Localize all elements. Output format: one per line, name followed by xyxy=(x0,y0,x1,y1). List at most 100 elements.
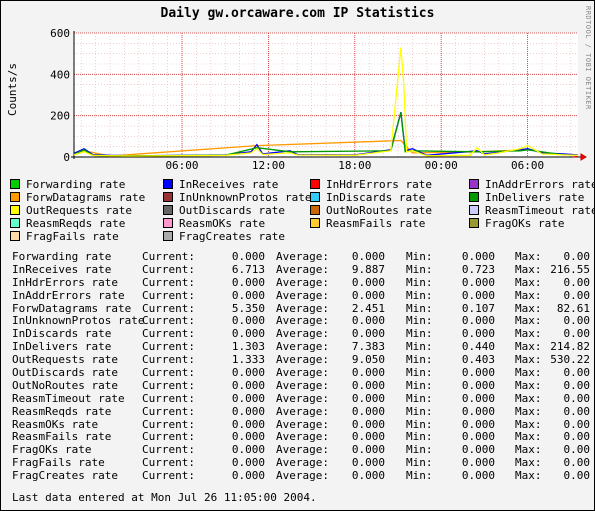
current-value: 0.000 xyxy=(231,327,265,341)
legend-swatch xyxy=(469,218,479,228)
stats-row: OutRequests rate Current: 1.333 Average: 9.0… xyxy=(12,353,590,367)
legend-label: ReasmReqds rate xyxy=(26,217,126,230)
stat-name: InHdrErrors rate xyxy=(12,275,118,289)
stats-row: InAddrErrors rate Current: 0.000 Average: 0.… xyxy=(12,288,590,302)
max-label: Max: xyxy=(515,288,542,302)
min-value: 0.000 xyxy=(461,430,495,444)
average-value: 0.000 xyxy=(351,250,385,263)
legend-label: FragFails rate xyxy=(26,230,119,243)
legend-label: ReasmTimeout rate xyxy=(485,204,595,217)
current-label: Current: xyxy=(142,301,195,315)
chart-canvas: 06:00 12:00 18:00 00:00 06:00 0 200 400 600 xyxy=(50,27,587,172)
current-value: 0.000 xyxy=(231,456,265,470)
average-value: 7.383 xyxy=(351,340,385,354)
stats-row: InUnknownProtos rate Current: 0.000 Average… xyxy=(12,314,590,328)
legend-swatch xyxy=(469,205,479,215)
min-value: 0.000 xyxy=(461,250,495,263)
average-value: 0.000 xyxy=(351,314,385,328)
legend-swatch xyxy=(163,218,173,228)
series-line-outrequests-rate xyxy=(73,47,579,157)
min-value: 0.000 xyxy=(461,469,495,483)
max-value: 0.00 xyxy=(563,456,591,470)
stat-name: ReasmTimeout rate xyxy=(12,391,125,405)
average-label: Average: xyxy=(276,404,329,418)
legend-item: ReasmOKs rate xyxy=(163,217,265,230)
min-label: Min: xyxy=(406,456,433,470)
legend-swatch xyxy=(310,218,320,228)
max-value: 0.00 xyxy=(563,366,591,380)
average-value: 0.000 xyxy=(351,443,385,457)
max-label: Max: xyxy=(515,353,542,367)
current-value: 0.000 xyxy=(231,469,265,483)
min-label: Min: xyxy=(406,275,433,289)
y-tick-label: 600 xyxy=(50,27,70,40)
stat-name: InDiscards rate xyxy=(12,327,112,341)
current-value: 0.000 xyxy=(231,404,265,418)
max-value: 82.61 xyxy=(556,301,590,315)
current-value: 0.000 xyxy=(231,250,265,263)
average-value: 0.000 xyxy=(351,288,385,302)
y-tick-label: 0 xyxy=(63,151,70,164)
rrdtool-watermark: RRDTOOL / TOBI OETIKER xyxy=(584,6,592,110)
average-label: Average: xyxy=(276,417,329,431)
current-value: 5.350 xyxy=(231,301,265,315)
min-label: Min: xyxy=(406,404,433,418)
average-label: Average: xyxy=(276,262,329,276)
min-value: 0.000 xyxy=(461,417,495,431)
average-label: Average: xyxy=(276,391,329,405)
legend-item: InUnknownProtos rate xyxy=(163,191,311,204)
max-value: 0.00 xyxy=(563,430,591,444)
legend-swatch xyxy=(10,231,20,241)
legend-label: ForwDatagrams rate xyxy=(26,191,146,204)
current-value: 1.303 xyxy=(231,340,265,354)
average-value: 0.000 xyxy=(351,456,385,470)
min-value: 0.000 xyxy=(461,366,495,380)
min-label: Min: xyxy=(406,353,433,367)
legend-label: InAddrErrors rate xyxy=(485,178,595,191)
average-label: Average: xyxy=(276,250,329,263)
current-label: Current: xyxy=(142,430,195,444)
current-label: Current: xyxy=(142,391,195,405)
average-label: Average: xyxy=(276,327,329,341)
min-value: 0.000 xyxy=(461,327,495,341)
max-value: 0.00 xyxy=(563,443,591,457)
current-label: Current: xyxy=(142,456,195,470)
x-tick-label: 06:00 xyxy=(511,159,544,172)
average-label: Average: xyxy=(276,443,329,457)
min-label: Min: xyxy=(406,327,433,341)
legend-swatch xyxy=(163,205,173,215)
current-value: 0.000 xyxy=(231,391,265,405)
stat-name: Forwarding rate xyxy=(12,250,112,263)
current-value: 1.333 xyxy=(231,353,265,367)
min-value: 0.440 xyxy=(461,340,495,354)
max-label: Max: xyxy=(515,327,542,341)
stats-row: ReasmOKs rate Current: 0.000 Average: 0.000 M… xyxy=(12,417,590,431)
max-label: Max: xyxy=(515,469,542,483)
stats-row: InReceives rate Current: 6.713 Average: 9.88… xyxy=(12,262,590,276)
max-value: 0.00 xyxy=(563,404,591,418)
average-value: 9.050 xyxy=(351,353,385,367)
current-label: Current: xyxy=(142,327,195,341)
max-label: Max: xyxy=(515,443,542,457)
average-value: 9.887 xyxy=(351,262,385,276)
average-value: 0.000 xyxy=(351,469,385,483)
y-tick-label: 400 xyxy=(50,68,70,81)
legend-label: InDiscards rate xyxy=(326,191,426,204)
legend-item: Forwarding rate xyxy=(10,178,125,191)
last-update-text: Last data entered at Mon Jul 26 11:05:00… xyxy=(12,491,317,504)
max-label: Max: xyxy=(515,430,542,444)
max-value: 0.00 xyxy=(563,469,591,483)
min-value: 0.723 xyxy=(461,262,495,276)
min-value: 0.403 xyxy=(461,353,495,367)
legend-swatch xyxy=(163,231,173,241)
max-label: Max: xyxy=(515,404,542,418)
min-value: 0.000 xyxy=(461,288,495,302)
average-label: Average: xyxy=(276,314,329,328)
stat-name: InAddrErrors rate xyxy=(12,288,125,302)
stats-row: Forwarding rate Current: 0.000 Average: 0.00… xyxy=(12,250,590,263)
current-value: 6.713 xyxy=(231,262,265,276)
max-label: Max: xyxy=(515,301,542,315)
current-label: Current: xyxy=(142,469,195,483)
average-value: 0.000 xyxy=(351,417,385,431)
average-label: Average: xyxy=(276,353,329,367)
